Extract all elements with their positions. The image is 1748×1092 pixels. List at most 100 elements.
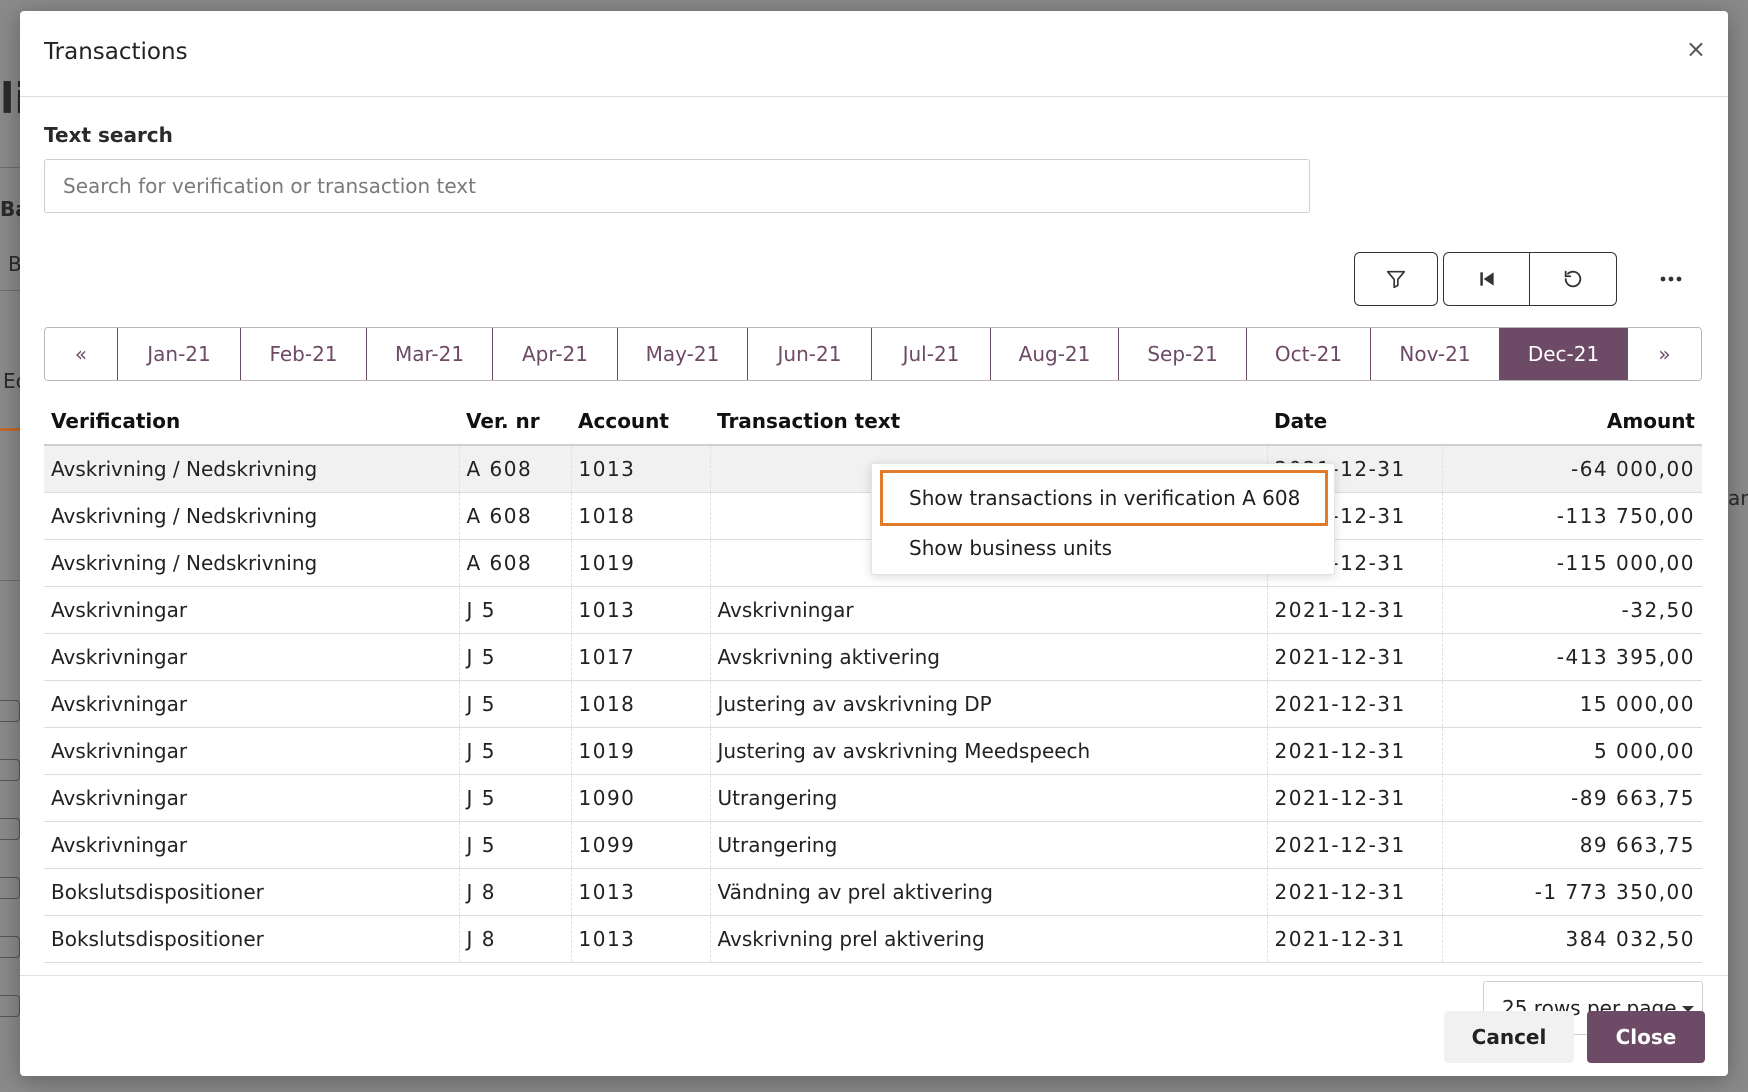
cell-verification: Avskrivningar: [44, 727, 459, 775]
month-feb-21[interactable]: Feb-21: [241, 328, 367, 380]
month-next-button[interactable]: »: [1628, 328, 1701, 380]
skip-first-icon: [1479, 272, 1494, 286]
month-jul-21[interactable]: Jul-21: [872, 328, 991, 380]
show-business-units-menu-item[interactable]: Show business units: [909, 536, 1113, 560]
close-button[interactable]: Close: [1587, 1011, 1705, 1063]
search-input[interactable]: [44, 159, 1310, 213]
column-header-ver-nr[interactable]: Ver. nr: [459, 397, 571, 446]
cell-amount: -113 750,00: [1441, 492, 1702, 540]
modal-footer: Cancel Close: [20, 975, 1728, 1076]
table-row[interactable]: Avskrivningar J 5 1019 Justering av avskriv…: [44, 727, 1702, 775]
cell-amount: 89 663,75: [1441, 821, 1702, 869]
reset-icon: [1564, 270, 1582, 288]
table-row[interactable]: Bokslutsdispositioner J 8 1013 Vändning av …: [44, 868, 1702, 916]
month-prev-button[interactable]: «: [45, 328, 118, 380]
month-dec-21[interactable]: Dec-21: [1500, 328, 1628, 380]
cell-ver-nr: A 608: [458, 492, 571, 540]
cell-account: 1099: [570, 821, 710, 869]
cell-amount: -89 663,75: [1441, 774, 1702, 822]
cell-transaction-text: Avskrivning aktivering: [709, 633, 1267, 681]
cell-transaction-text: Utrangering: [709, 821, 1267, 869]
cell-date: 2021-12-31: [1266, 586, 1442, 634]
cell-amount: -32,50: [1441, 586, 1702, 634]
column-header-transaction-text[interactable]: Transaction text: [710, 397, 1267, 446]
first-page-button[interactable]: [1443, 252, 1530, 306]
table-row[interactable]: Avskrivningar J 5 1099 Utrangering 2021-12-3…: [44, 821, 1702, 869]
table-row[interactable]: Avskrivningar J 5 1017 Avskrivning aktiveri…: [44, 633, 1702, 681]
cell-transaction-text: Justering av avskrivning DP: [709, 680, 1267, 728]
background-divider: [0, 580, 24, 581]
table-row[interactable]: Avskrivningar J 5 1018 Justering av avskriv…: [44, 680, 1702, 728]
cell-ver-nr: A 608: [458, 445, 571, 493]
cell-verification: Avskrivning / Nedskrivning: [44, 539, 459, 587]
search-label: Text search: [44, 123, 173, 147]
table-row[interactable]: Avskrivningar J 5 1013 Avskrivningar 2021-12…: [44, 586, 1702, 634]
filter-button[interactable]: [1354, 252, 1438, 306]
month-jan-21[interactable]: Jan-21: [118, 328, 241, 380]
cell-ver-nr: A 608: [458, 539, 571, 587]
cell-amount: -64 000,00: [1441, 445, 1702, 493]
caret-down-icon: [1682, 1006, 1694, 1012]
more-button[interactable]: [1646, 257, 1696, 301]
reset-button[interactable]: [1529, 252, 1617, 306]
close-icon[interactable]: ×: [1685, 35, 1706, 63]
background-checkbox: [0, 759, 20, 781]
cell-amount: -1 773 350,00: [1441, 868, 1702, 916]
background-checkbox: [0, 877, 20, 899]
cell-date: 2021-12-31: [1266, 821, 1442, 869]
column-header-amount[interactable]: Amount: [1442, 397, 1702, 446]
table-header-row: Verification Ver. nr Account Transaction…: [44, 397, 1702, 446]
background-checkbox: [0, 995, 20, 1017]
cell-account: 1018: [570, 680, 710, 728]
column-header-date[interactable]: Date: [1267, 397, 1442, 446]
cell-date: 2021-12-31: [1266, 727, 1442, 775]
background-checkbox: [0, 700, 20, 722]
cell-date: 2021-12-31: [1266, 774, 1442, 822]
cell-verification: Bokslutsdispositioner: [44, 868, 459, 916]
month-apr-21[interactable]: Apr-21: [493, 328, 618, 380]
cell-date: 2021-12-31: [1266, 633, 1442, 681]
cell-ver-nr: J 5: [458, 727, 571, 775]
cell-verification: Avskrivningar: [44, 821, 459, 869]
month-aug-21[interactable]: Aug-21: [991, 328, 1119, 380]
cell-account: 1017: [570, 633, 710, 681]
show-verification-transactions-menu-item[interactable]: Show transactions in verification A 608: [880, 470, 1328, 526]
cell-account: 1018: [570, 492, 710, 540]
more-icon: [1660, 276, 1682, 282]
cell-ver-nr: J 8: [458, 915, 571, 963]
cancel-button[interactable]: Cancel: [1444, 1011, 1574, 1063]
cell-ver-nr: J 5: [458, 774, 571, 822]
cell-verification: Avskrivning / Nedskrivning: [44, 492, 459, 540]
cell-verification: Avskrivningar: [44, 680, 459, 728]
cell-account: 1090: [570, 774, 710, 822]
month-navigation: « Jan-21 Feb-21 Mar-21 Apr-21 May-21 Jun…: [44, 327, 1702, 381]
cell-amount: 5 000,00: [1441, 727, 1702, 775]
cell-transaction-text: Vändning av prel aktivering: [709, 868, 1267, 916]
month-sep-21[interactable]: Sep-21: [1119, 328, 1247, 380]
table-row[interactable]: Avskrivningar J 5 1090 Utrangering 2021-12-3…: [44, 774, 1702, 822]
cell-transaction-text: Utrangering: [709, 774, 1267, 822]
cell-amount: -115 000,00: [1441, 539, 1702, 587]
cell-amount: 15 000,00: [1441, 680, 1702, 728]
month-oct-21[interactable]: Oct-21: [1247, 328, 1371, 380]
cell-verification: Bokslutsdispositioner: [44, 915, 459, 963]
cell-account: 1013: [570, 445, 710, 493]
modal-title: Transactions: [44, 39, 188, 65]
background-checkbox: [0, 818, 20, 840]
background-divider: [0, 167, 24, 168]
background-checkbox: [0, 936, 20, 958]
modal-header: Transactions ×: [20, 11, 1728, 97]
table-row[interactable]: Bokslutsdispositioner J 8 1013 Avskrivning …: [44, 915, 1702, 963]
cell-amount: -413 395,00: [1441, 633, 1702, 681]
month-nov-21[interactable]: Nov-21: [1371, 328, 1500, 380]
month-mar-21[interactable]: Mar-21: [367, 328, 493, 380]
background-fragment: Ec: [3, 369, 20, 393]
month-jun-21[interactable]: Jun-21: [748, 328, 872, 380]
column-header-account[interactable]: Account: [571, 397, 710, 446]
column-header-verification[interactable]: Verification: [44, 397, 459, 446]
cell-ver-nr: J 5: [458, 586, 571, 634]
month-may-21[interactable]: May-21: [618, 328, 748, 380]
cell-transaction-text: Avskrivningar: [709, 586, 1267, 634]
cell-verification: Avskrivningar: [44, 633, 459, 681]
background-fragment: am: [1728, 486, 1748, 510]
